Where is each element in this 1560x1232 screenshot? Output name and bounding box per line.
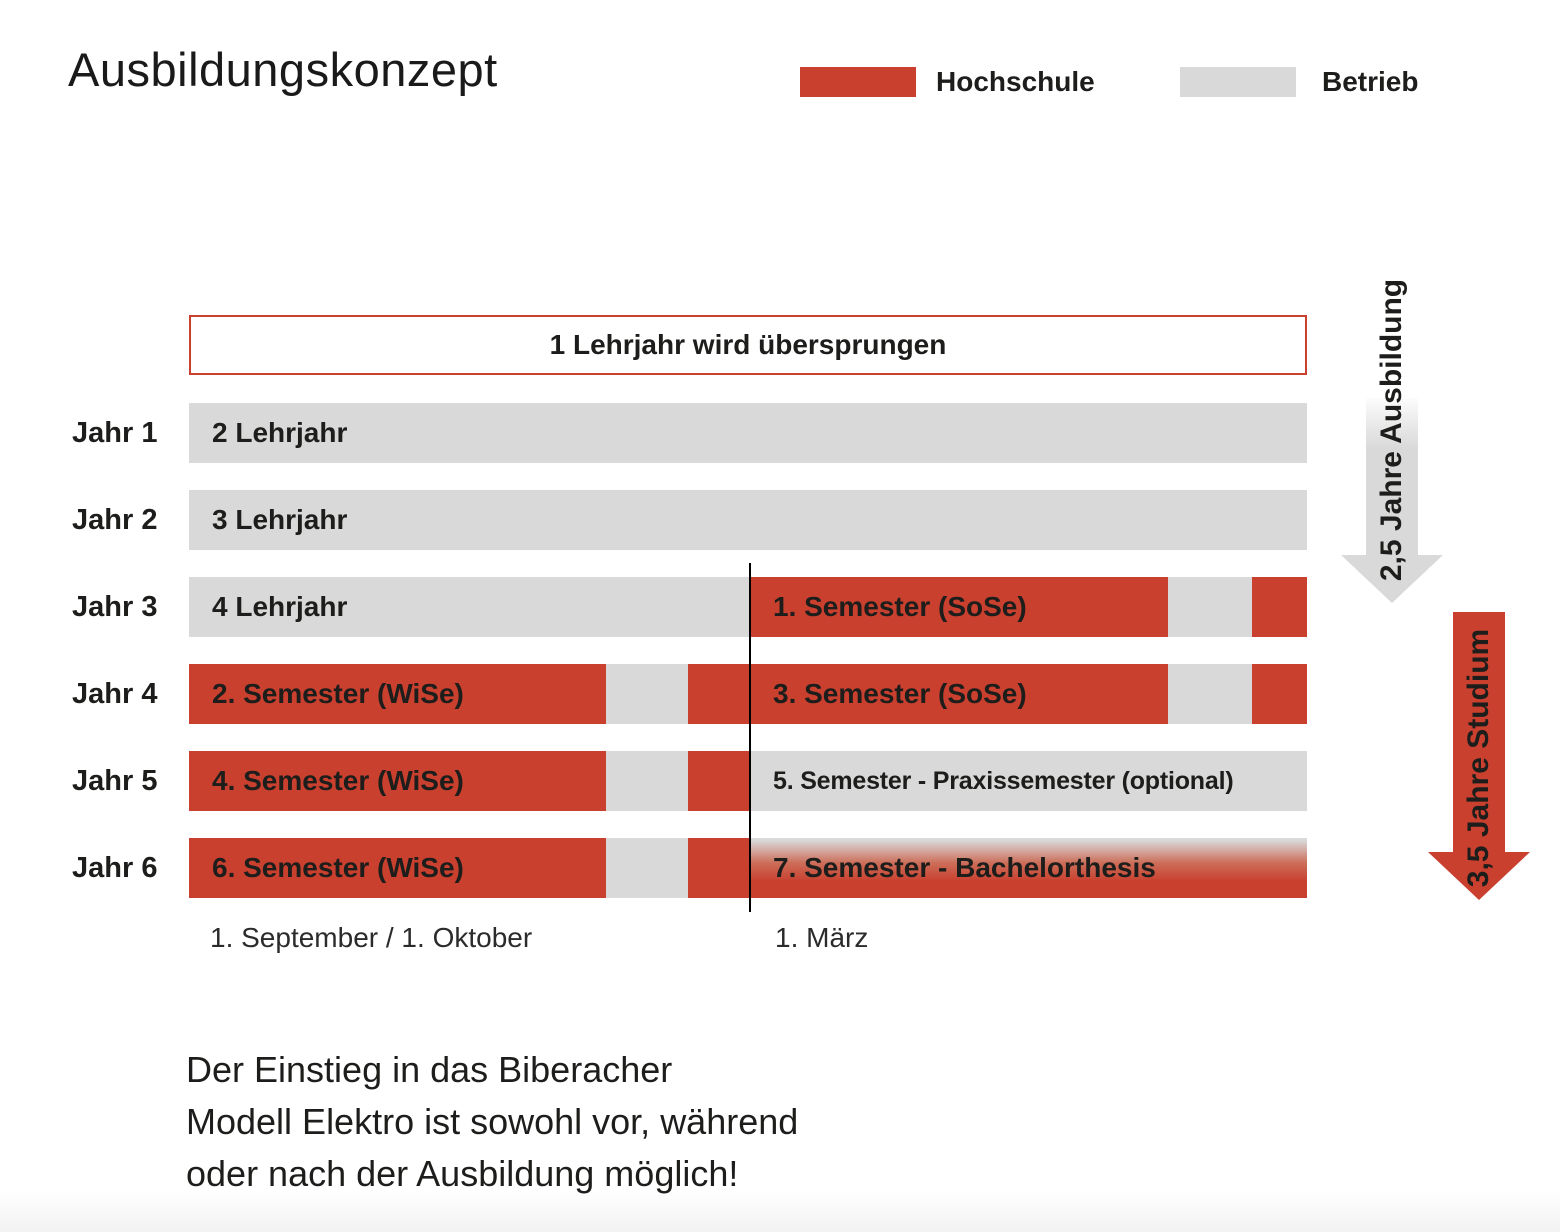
ausbildung-arrow-shaft <box>1366 398 1418 555</box>
legend-betrieb-label: Betrieb <box>1322 66 1419 97</box>
timeline-row-jahr-2: 3 Lehrjahr <box>189 490 1307 550</box>
bar-label: 4 Lehrjahr <box>212 591 348 622</box>
footer-line: Der Einstieg in das Biberacher <box>186 1049 673 1090</box>
timeline-row-jahr-4: 2. Semester (WiSe) 3. Semester (SoSe) <box>189 664 1307 724</box>
bar-label: 7. Semester - Bachelorthesis <box>773 852 1156 883</box>
hochschule-segment: 3. Semester (SoSe) <box>750 664 1168 724</box>
year-label-5: Jahr 5 <box>72 764 158 797</box>
bar-label: 6. Semester (WiSe) <box>212 852 464 883</box>
legend-betrieb-swatch <box>1180 67 1296 97</box>
year-label-2: Jahr 2 <box>72 503 158 536</box>
betrieb-segment: 2 Lehrjahr <box>189 403 1307 463</box>
hochschule-segment <box>1252 577 1307 637</box>
studium-arrow-label: 3,5 Jahre Studium <box>1462 628 1495 888</box>
legend-hochschule-swatch <box>800 67 916 97</box>
studium-arrow-shaft <box>1453 612 1505 852</box>
betrieb-segment <box>1168 577 1252 637</box>
hochschule-thesis-segment: 7. Semester - Bachelorthesis <box>750 838 1307 898</box>
hochschule-segment: 1. Semester (SoSe) <box>750 577 1168 637</box>
legend-hochschule-label: Hochschule <box>936 66 1095 97</box>
start-date-label: 1. September / 1. Oktober <box>210 922 533 953</box>
bar-label: 5. Semester - Praxissemester (optional) <box>773 766 1234 795</box>
timeline-row-jahr-6: 6. Semester (WiSe) 7. Semester - Bachelo… <box>189 838 1307 898</box>
march-divider-line <box>749 824 751 912</box>
year-label-6: Jahr 6 <box>72 851 158 884</box>
betrieb-segment: 3 Lehrjahr <box>189 490 1307 550</box>
hochschule-segment <box>1252 664 1307 724</box>
betrieb-segment: 5. Semester - Praxissemester (optional) <box>750 751 1307 811</box>
march-divider-line <box>749 737 751 825</box>
bar-label: 4. Semester (WiSe) <box>212 765 464 796</box>
timeline-row-jahr-3: 4 Lehrjahr 1. Semester (SoSe) <box>189 577 1307 637</box>
hochschule-segment: 4. Semester (WiSe) <box>189 751 606 811</box>
page-title: Ausbildungskonzept <box>68 43 498 96</box>
hochschule-segment <box>688 664 750 724</box>
hochschule-segment <box>688 838 750 898</box>
year-label-4: Jahr 4 <box>72 677 158 710</box>
timeline-row-jahr-1: 2 Lehrjahr <box>189 403 1307 463</box>
march-date-label: 1. März <box>775 922 869 953</box>
skip-year-box: 1 Lehrjahr wird übersprungen <box>189 315 1307 375</box>
betrieb-segment <box>606 751 688 811</box>
march-divider-line <box>749 563 751 651</box>
footer-line: Modell Elektro ist sowohl vor, während <box>186 1101 799 1142</box>
betrieb-segment <box>1168 664 1252 724</box>
hochschule-segment: 2. Semester (WiSe) <box>189 664 606 724</box>
year-label-3: Jahr 3 <box>72 590 158 623</box>
timeline-row-jahr-5: 4. Semester (WiSe) 5. Semester - Praxiss… <box>189 751 1307 811</box>
skip-year-label: 1 Lehrjahr wird übersprungen <box>549 329 947 360</box>
footer-line: oder nach der Ausbildung möglich! <box>186 1153 739 1194</box>
bottom-shade <box>0 1190 1560 1232</box>
bar-label: 3 Lehrjahr <box>212 504 348 535</box>
bar-label: 2 Lehrjahr <box>212 417 348 448</box>
footer-text: Der Einstieg in das Biberacher Modell El… <box>186 1044 798 1200</box>
hochschule-segment: 6. Semester (WiSe) <box>189 838 606 898</box>
year-label-1: Jahr 1 <box>72 416 158 449</box>
betrieb-segment <box>606 664 688 724</box>
march-divider-line <box>749 650 751 738</box>
bar-label: 3. Semester (SoSe) <box>773 678 1027 709</box>
betrieb-segment <box>606 838 688 898</box>
bar-label: 1. Semester (SoSe) <box>773 591 1027 622</box>
ausbildung-arrow-label: 2,5 Jahre Ausbildung <box>1375 278 1408 582</box>
hochschule-segment <box>688 751 750 811</box>
betrieb-segment: 4 Lehrjahr <box>189 577 750 637</box>
bar-label: 2. Semester (WiSe) <box>212 678 464 709</box>
